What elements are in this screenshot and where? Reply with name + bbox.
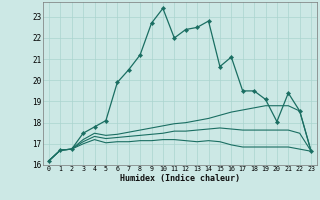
X-axis label: Humidex (Indice chaleur): Humidex (Indice chaleur)	[120, 174, 240, 183]
